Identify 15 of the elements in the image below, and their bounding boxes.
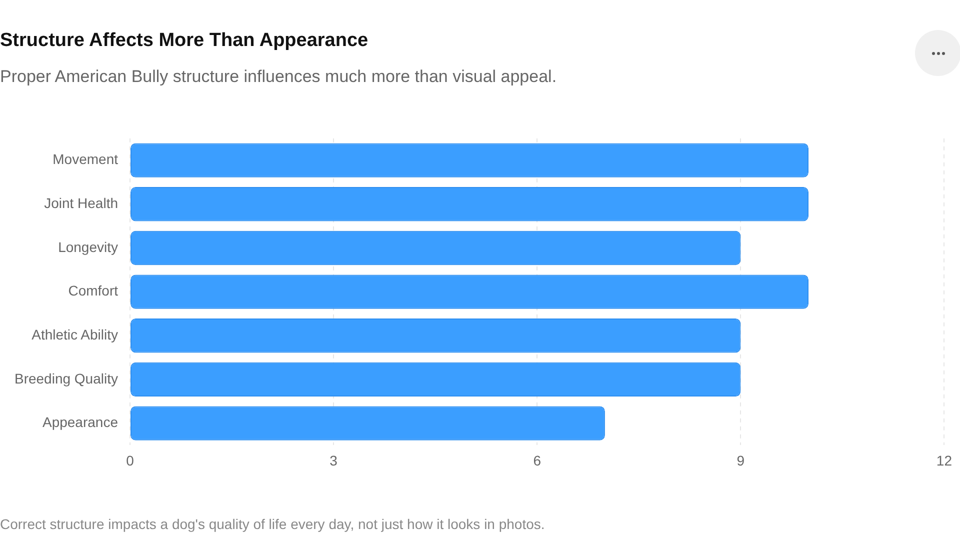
y-tick-label: Appearance	[42, 414, 118, 430]
x-tick-label: 12	[936, 452, 952, 468]
x-tick-label: 3	[330, 452, 338, 468]
y-tick-label: Comfort	[68, 282, 118, 299]
x-tick-label: 0	[126, 452, 134, 468]
chart-title: Structure Affects More Than Appearance	[0, 30, 368, 52]
y-tick-label: Longevity	[58, 238, 118, 255]
x-tick-label: 9	[736, 452, 745, 468]
x-tick-label: 6	[533, 452, 542, 468]
text: Correct structure impacts a dog's quality of life every day, not just how it looks in photos.	[0, 516, 545, 532]
y-tick-label: Breeding Quality	[14, 370, 118, 386]
chart-subtitle: Proper American Bully structure influences much more than visual appeal.	[0, 67, 557, 87]
y-tick-label: Athletic Ability	[32, 326, 118, 342]
y-tick-label: Joint Health	[44, 195, 118, 211]
y-tick-label: Movement	[52, 151, 118, 168]
